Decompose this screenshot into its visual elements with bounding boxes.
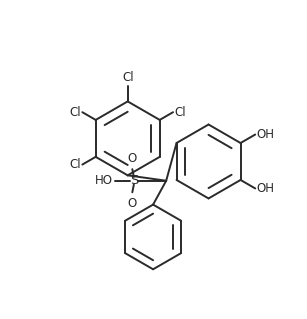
Text: Cl: Cl xyxy=(69,106,81,119)
Text: O: O xyxy=(128,197,137,210)
Text: S: S xyxy=(130,174,138,187)
Text: OH: OH xyxy=(257,128,275,141)
Text: Cl: Cl xyxy=(175,106,186,119)
Text: Cl: Cl xyxy=(122,71,134,85)
Text: OH: OH xyxy=(257,182,275,195)
Text: HO: HO xyxy=(95,174,113,187)
Text: Cl: Cl xyxy=(69,158,81,171)
Text: O: O xyxy=(128,152,137,165)
